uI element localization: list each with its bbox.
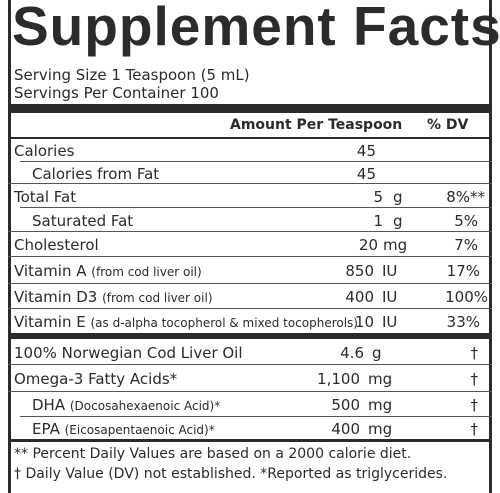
row-dv: 17% <box>446 262 480 280</box>
row-amount: 10 <box>354 313 374 331</box>
row-divider <box>20 161 492 162</box>
row-dv: 7% <box>454 236 478 254</box>
row-unit: IU <box>382 288 398 306</box>
row-unit: mg <box>368 396 393 414</box>
row-amount: 1,100 <box>317 370 360 388</box>
row-label-cholesterol: Cholesterol <box>14 236 99 254</box>
row-unit: mg <box>383 236 408 254</box>
amount-header: Amount Per Teaspoon <box>230 117 403 133</box>
row-label-cod-liver-oil: 100% Norwegian Cod Liver Oil <box>14 344 243 362</box>
row-label-omega-3: Omega-3 Fatty Acids* <box>14 370 178 388</box>
supplement-facts-panel <box>8 0 492 493</box>
row-unit: g <box>393 212 403 230</box>
row-divider <box>8 183 492 184</box>
row-label-total-fat: Total Fat <box>14 188 77 206</box>
row-divider <box>8 256 492 257</box>
row-unit: mg <box>368 420 393 438</box>
serving-size: Serving Size 1 Teaspoon (5 mL) <box>14 66 250 84</box>
row-label-vitamin-d3: Vitamin D3 (from cod liver oil) <box>14 288 213 306</box>
row-divider <box>20 207 492 208</box>
row-unit: g <box>372 344 382 362</box>
thick-divider <box>8 333 492 339</box>
row-amount: 5 <box>373 188 383 206</box>
thick-divider <box>8 104 492 113</box>
row-amount: 1 <box>373 212 383 230</box>
footnote-dv-basis: ** Percent Daily Values are based on a 2… <box>14 446 412 462</box>
row-dv: † <box>470 420 479 438</box>
row-amount: 850 <box>345 262 374 280</box>
row-amount: 400 <box>345 288 374 306</box>
row-dv: † <box>470 344 479 362</box>
row-dv: 8%** <box>446 188 485 206</box>
thick-divider <box>8 439 492 442</box>
row-amount: 45 <box>356 142 376 160</box>
row-divider <box>8 391 492 392</box>
dv-header: % DV <box>427 117 469 133</box>
row-label-calories: Calories <box>14 142 75 160</box>
row-label-saturated-fat: Saturated Fat <box>32 212 134 230</box>
servings-per-container: Servings Per Container 100 <box>14 84 219 102</box>
row-unit: mg <box>368 370 393 388</box>
row-amount: 400 <box>331 420 360 438</box>
row-unit: g <box>393 188 403 206</box>
row-unit: IU <box>382 313 398 331</box>
row-unit: IU <box>382 262 398 280</box>
row-dv: † <box>470 370 479 388</box>
row-label-vitamin-a: Vitamin A (from cod liver oil) <box>14 262 202 280</box>
row-divider <box>8 308 492 309</box>
row-amount: 500 <box>331 396 360 414</box>
panel-title: Supplement Facts <box>12 0 500 57</box>
row-amount: 45 <box>356 165 376 183</box>
row-dv: † <box>470 396 479 414</box>
row-dv: 33% <box>446 313 480 331</box>
row-label-calories-from-fat: Calories from Fat <box>32 165 160 183</box>
row-label-dha: DHA (Docosahexaenoic Acid)* <box>32 396 221 414</box>
row-divider <box>20 416 492 417</box>
row-dv: 100% <box>445 288 488 306</box>
row-divider <box>8 364 492 365</box>
footnote-dv-not-established: † Daily Value (DV) not established. *Rep… <box>14 466 448 482</box>
row-divider <box>8 231 492 232</box>
row-divider <box>8 283 492 284</box>
row-label-vitamin-e: Vitamin E (as d-alpha tocopherol & mixed… <box>14 313 358 331</box>
row-amount: 4.6 <box>340 344 364 362</box>
header-divider <box>8 137 492 139</box>
row-label-epa: EPA (Eicosapentaenoic Acid)* <box>32 420 215 438</box>
row-dv: 5% <box>454 212 478 230</box>
row-amount: 20 <box>358 236 378 254</box>
